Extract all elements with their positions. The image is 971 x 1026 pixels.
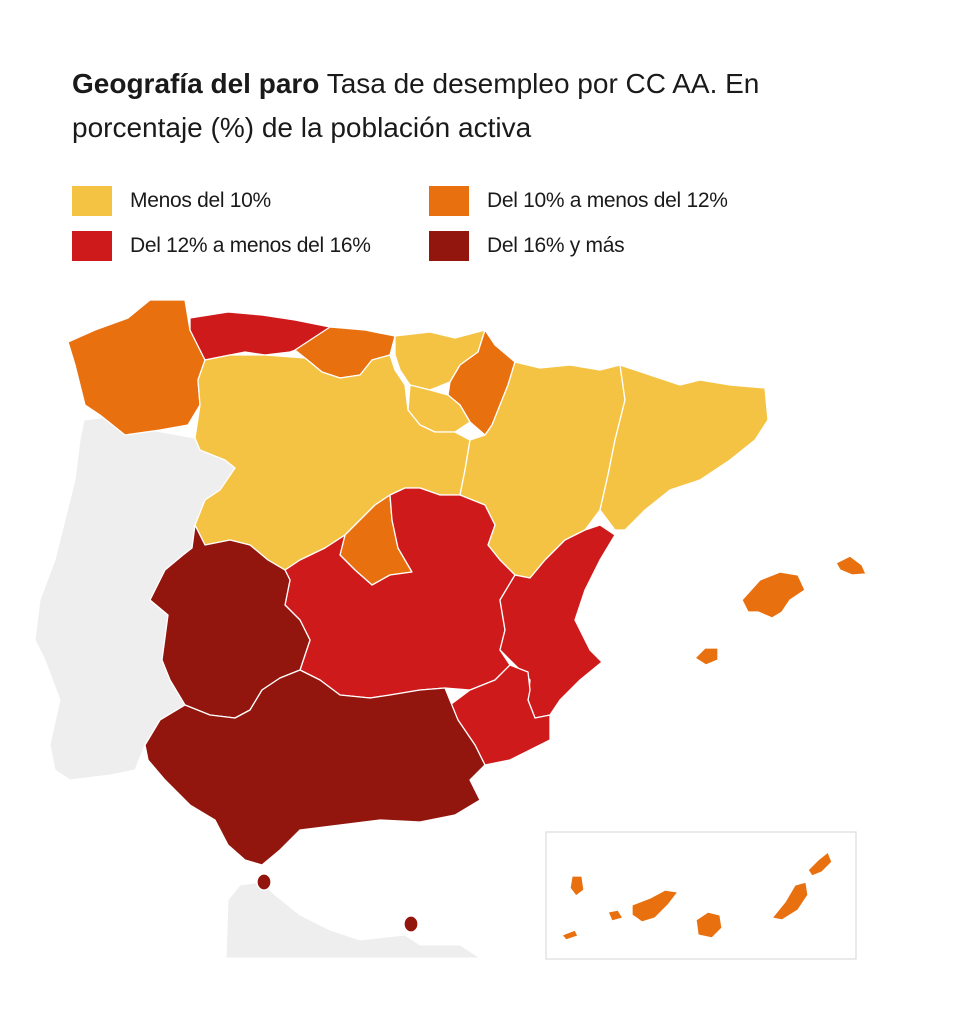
region-baleares-mallorca — [741, 571, 806, 619]
title-bold: Geografía del paro — [72, 68, 320, 99]
region-baleares-ibiza — [694, 647, 719, 666]
island-gran-canaria — [695, 911, 723, 939]
region-melilla — [403, 915, 419, 933]
island-fuerteventura — [771, 881, 809, 921]
island-lanzarote — [807, 851, 833, 877]
legend-swatch-10-12 — [429, 186, 469, 216]
legend-label: Del 16% y más — [487, 234, 625, 257]
region-ceuta — [256, 873, 272, 891]
legend-label: Del 12% a menos del 16% — [130, 234, 371, 257]
chart-title: Geografía del paro Tasa de desempleo por… — [72, 62, 892, 150]
region-galicia — [67, 299, 206, 436]
legend-swatch-12-16 — [72, 231, 112, 261]
region-baleares-menorca — [835, 555, 867, 576]
legend-swatch-menos-10 — [72, 186, 112, 216]
island-el-hierro — [561, 929, 579, 941]
morocco — [225, 881, 482, 959]
legend-item-12-16: Del 12% a menos del 16% — [72, 231, 371, 261]
legend-item-10-12: Del 10% a menos del 12% — [429, 186, 728, 216]
region-andalucia — [144, 669, 486, 866]
island-la-gomera — [607, 909, 624, 922]
legend: Menos del 10% Del 10% a menos del 12% De… — [72, 186, 932, 266]
legend-label: Menos del 10% — [130, 189, 271, 212]
legend-item-menos-10: Menos del 10% — [72, 186, 271, 216]
legend-swatch-16-mas — [429, 231, 469, 261]
region-cataluna — [599, 364, 769, 531]
island-la-palma — [569, 875, 585, 897]
legend-label: Del 10% a menos del 12% — [487, 189, 728, 212]
island-tenerife — [631, 889, 679, 923]
region-canarias — [561, 851, 833, 941]
canarias-inset-frame — [545, 831, 857, 960]
legend-item-16-mas: Del 16% y más — [429, 231, 625, 261]
title-subtitle: Tasa de desempleo por CC AA. En porcenta… — [72, 68, 760, 143]
